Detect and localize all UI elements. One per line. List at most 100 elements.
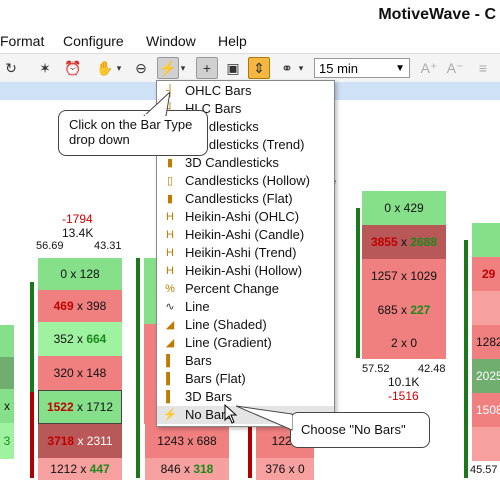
dropdown-item-label: Heikin-Ashi (OHLC) [185,209,300,224]
heikin-ashi-hollow-icon: H [166,265,174,277]
chart-cell: 3 [0,423,14,459]
column-delta: -1794 [62,212,93,226]
hand-icon[interactable]: ✋ [96,60,114,76]
chart-cell: 1243 x 688 [145,424,229,458]
dropdown-item[interactable]: % Percent Change [157,280,334,298]
dropdown-item[interactable]: ▮ Candlesticks (Flat) [157,190,334,208]
cursor-tool-icon[interactable]: ▣ [226,60,240,76]
dropdown-item[interactable]: ┤ OHLC Bars [157,82,334,100]
volume-bar [30,282,34,392]
font-decrease-icon[interactable]: A⁻ [446,60,464,76]
wand-icon[interactable]: ✶ [39,60,51,76]
title-bar: MotiveWave - C [0,0,500,30]
chart-cell: x [0,389,14,423]
line-icon: ∿ [165,301,175,313]
dropdown-item[interactable]: ▌ 3D Bars [157,388,334,406]
toolbar: ↻ ✶ ⏰ ✋ ▾ ⊖ ⚡ ▾ + ▣ ⇕ ⚭ ▾ 15 min ▼ A⁺ A⁻… [0,53,500,83]
dropdown-item[interactable]: ▮ 3D Candlesticks [157,154,334,172]
chevron-down-icon[interactable]: ▾ [298,63,304,73]
chart-cell: 320 x 148 [38,356,122,390]
dropdown-item-label: OHLC Bars [185,83,252,98]
dropdown-item-label: Line (Shaded) [185,317,267,332]
chart-cell-text: x [4,399,10,413]
crosshair-icon[interactable]: + [196,57,218,79]
dropdown-item[interactable]: ∿ Line [157,298,334,316]
bar-type-icon[interactable]: ⚡ [157,57,179,79]
chart-cell-text: 0 x 429 [384,201,424,215]
mouse-cursor-icon [224,404,238,424]
hlc-bars-icon: ┤ [166,103,174,115]
timeframe-select[interactable]: 15 min ▼ [314,58,410,78]
percent-change-icon: % [165,283,175,295]
column-low: 56.69 [36,240,64,252]
alarm-clock-icon[interactable]: ⏰ [64,60,82,76]
chart-cell [144,258,156,324]
dropdown-item-label: Percent Change [185,281,279,296]
callout-text: Click on the Bar Type drop down [69,117,193,147]
dropdown-item[interactable]: H Heikin-Ashi (Trend) [157,244,334,262]
candlesticks-flat-icon: ▮ [166,193,174,205]
bars-icon: ▌ [166,355,174,367]
menu-window[interactable]: Window [146,33,196,49]
bars-flat-icon: ▌ [166,373,174,385]
chart-cell: 2025 [472,359,500,393]
link-icon[interactable]: ⚭ [281,60,293,76]
dropdown-item-label: 3D Bars [185,389,232,404]
align-icon[interactable]: ⇕ [248,57,270,79]
chart-cell-text: 1522 x 1712 [46,400,114,414]
chart-cell: 376 x 0 [256,458,314,480]
undo-icon[interactable]: ↻ [5,60,17,76]
dropdown-item-label: Candlesticks (Hollow) [185,173,310,188]
column-delta: -1516 [388,389,419,403]
chart-cell-text: 320 x 148 [53,366,107,380]
dropdown-item[interactable]: ▯ Candlesticks (Hollow) [157,172,334,190]
list-icon[interactable]: ≡ [478,60,488,76]
volume-bar [30,392,34,478]
candlesticks-hollow-icon: ▯ [166,175,174,187]
chart-cell: 1212 x 447 [38,458,122,480]
chart-cell-text: 29 [482,267,496,281]
dropdown-item-label: Heikin-Ashi (Trend) [185,245,297,260]
zoom-out-icon[interactable]: ⊖ [135,60,147,76]
chart-cell: 3855 x 2688 [362,225,446,259]
dropdown-item[interactable]: H Heikin-Ashi (Hollow) [157,262,334,280]
menu-bar: Format Configure Window Help [0,30,500,52]
chevron-down-icon[interactable]: ▾ [180,63,186,73]
chevron-down-icon[interactable]: ▾ [116,63,122,73]
dropdown-item-label: 3D Candlesticks [185,155,279,170]
menu-format[interactable]: Format [0,33,45,49]
dropdown-item-label: Line (Gradient) [185,335,272,350]
volume-bar [136,258,140,478]
chart-cell [472,427,500,461]
dropdown-item[interactable]: H Heikin-Ashi (OHLC) [157,208,334,226]
menu-configure[interactable]: Configure [63,33,124,49]
chart-cell-text: 1257 x 1029 [370,269,438,283]
dropdown-item-label: No Bars [185,407,232,422]
column-low: 57.52 [362,363,390,375]
dropdown-item[interactable]: ◢ Line (Shaded) [157,316,334,334]
chart-cell: 1282 [472,325,500,359]
chart-cell-text: 0 x 128 [60,267,100,281]
dropdown-item-label: Heikin-Ashi (Hollow) [185,263,303,278]
dropdown-item[interactable]: ▌ Bars [157,352,334,370]
chart-cell: 1522 x 1712 [38,390,122,424]
dropdown-item[interactable]: H Heikin-Ashi (Candle) [157,226,334,244]
chart-cell: 1257 x 1029 [362,259,446,293]
chart-cell-text: 3718 x 2311 [47,434,113,448]
volume-bar [248,400,252,478]
font-increase-icon[interactable]: A⁺ [420,60,438,76]
callout-no-bars: Choose "No Bars" [290,412,430,448]
column-volume: 13.4K [62,226,94,240]
callout-pointer [236,405,293,431]
menu-help[interactable]: Help [218,33,247,49]
callout-pointer [143,92,171,116]
no-bars-icon: ⚡ [163,409,177,421]
dropdown-item-label: Candlesticks (Trend) [185,137,305,152]
chart-cell: 0 x 429 [362,191,446,225]
dropdown-item[interactable]: ◢ Line (Gradient) [157,334,334,352]
window-title: MotiveWave - C [378,6,496,23]
timeframe-value: 15 min [319,61,359,76]
dropdown-item[interactable]: ▌ Bars (Flat) [157,370,334,388]
column-high: 42.48 [418,363,446,375]
chart-cell [0,357,14,389]
